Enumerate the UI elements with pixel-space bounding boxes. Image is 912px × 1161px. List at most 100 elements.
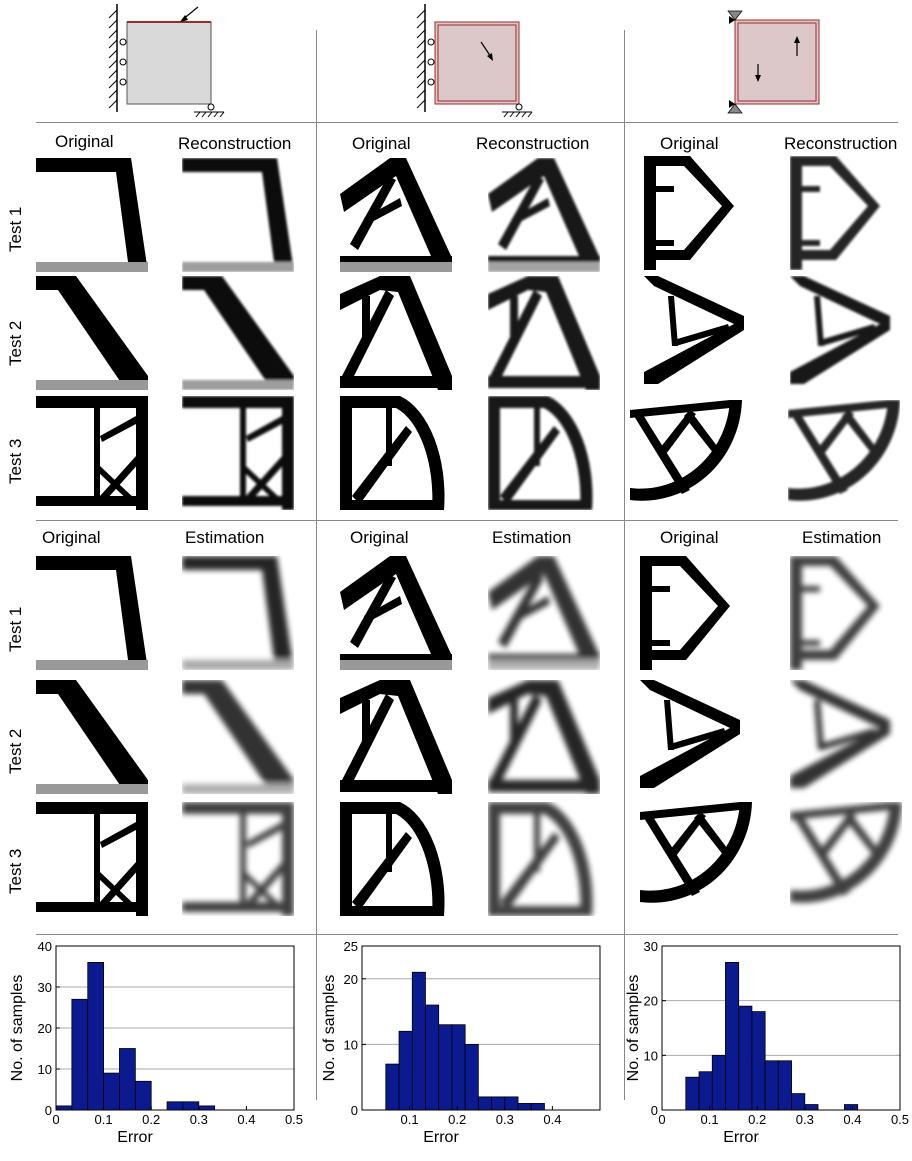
recon-original-col2-test1 — [340, 158, 452, 272]
recon-original-col3-test2 — [644, 276, 756, 390]
x-axis-label: Error — [117, 1129, 153, 1146]
recon-reconstruction-col1-test1 — [182, 158, 294, 272]
histogram-bar — [517, 1103, 532, 1111]
histogram-bar — [698, 1071, 713, 1111]
histogram-bar — [119, 1048, 136, 1111]
y-tick-label: 20 — [38, 1021, 52, 1036]
header-original-est-col1: Original — [42, 528, 101, 547]
histogram-bar — [385, 1063, 400, 1111]
load-case-3-diagram — [727, 10, 820, 114]
header-reconstruction-col2: Reconstruction — [476, 134, 590, 153]
recon-reconstruction-col3-test2 — [790, 276, 902, 390]
est-original-col3-test3 — [640, 802, 752, 916]
header-estimation-col1: Estimation — [185, 528, 265, 547]
axes-frame — [661, 945, 901, 1111]
x-tick-label: 0.4 — [843, 1112, 861, 1127]
x-tick-label: 0.3 — [796, 1112, 814, 1127]
est-original-col1-test3 — [36, 802, 148, 916]
y-tick-label: 25 — [344, 939, 358, 954]
x-axis-label: Error — [423, 1129, 459, 1146]
histogram-1-svg: 0 0.1 0.2 0.3 0.4 0.5 0 10 20 30 40 Error No. of sam… — [9, 939, 303, 1146]
header-original-recon-col1: Original — [55, 132, 114, 151]
y-tick-label: 0 — [351, 1103, 358, 1118]
histogram-bar — [87, 961, 104, 1111]
histogram-2-svg: 0.1 0.2 0.3 0.4 0 10 20 25 Error No. of samples — [321, 939, 601, 1146]
x-tick-label: 0.1 — [701, 1112, 719, 1127]
row-divider-bottom — [36, 934, 898, 935]
y-tick-label: 0 — [45, 1103, 52, 1118]
load-case-2-diagram — [416, 4, 533, 118]
recon-reconstruction-col1-test2 — [182, 276, 294, 390]
histogram-bar — [844, 1104, 859, 1111]
est-original-col3-test2 — [640, 680, 752, 794]
histogram-bar — [738, 1005, 753, 1111]
est-estimation-col3-test2 — [790, 680, 902, 794]
recon-reconstruction-col1-test3 — [182, 396, 294, 510]
recon-reconstruction-col2-test1 — [488, 158, 600, 272]
row-divider-top — [36, 122, 898, 123]
x-tick-label: 0.1 — [401, 1112, 419, 1127]
recon-reconstruction-col2-test2 — [488, 276, 600, 390]
est-estimation-col3-test1 — [790, 556, 902, 670]
y-tick-label: 20 — [644, 994, 658, 1009]
histogram-bar — [182, 1101, 200, 1111]
recon-original-col3-test1 — [644, 156, 756, 270]
recon-original-col1-test2 — [36, 276, 148, 390]
column-divider-1 — [316, 30, 317, 1100]
histogram-bar — [804, 1104, 819, 1111]
load-case-1-diagram — [108, 4, 225, 118]
histogram-2: 0.1 0.2 0.3 0.4 0 10 20 25 Error No. of samples — [312, 938, 612, 1161]
y-axis-label: No. of samples — [321, 975, 338, 1082]
est-original-col1-test2 — [36, 680, 148, 794]
y-tick-label: 30 — [38, 980, 52, 995]
header-original-est-col2: Original — [350, 528, 409, 547]
histogram-bar — [725, 961, 740, 1111]
est-estimation-col2-test3 — [488, 802, 600, 916]
histogram-3: 0 0.1 0.2 0.3 0.4 0.5 0 10 20 30 Error No. of sampl… — [616, 938, 912, 1161]
row-label-recon-test3: Test 3 — [6, 438, 25, 484]
histogram-bar — [685, 1076, 700, 1111]
x-tick-label: 0.3 — [190, 1112, 208, 1127]
est-original-col3-test1 — [640, 556, 752, 670]
histogram-bar — [764, 1060, 779, 1111]
row-label-est-test3: Test 3 — [6, 848, 25, 894]
y-tick-label: 10 — [38, 1062, 52, 1077]
recon-original-col3-test3 — [630, 400, 742, 514]
recon-reconstruction-col3-test3 — [788, 400, 900, 514]
histogram-bar — [398, 1030, 413, 1111]
histogram-bar — [198, 1105, 216, 1111]
recon-original-col2-test3 — [340, 396, 452, 510]
recon-original-col1-test3 — [36, 396, 148, 510]
x-tick-label: 0.1 — [95, 1112, 113, 1127]
row-divider-middle — [36, 520, 898, 521]
y-axis-label: No. of samples — [625, 975, 642, 1082]
x-tick-label: 0.2 — [748, 1112, 766, 1127]
row-label-est-test2: Test 2 — [6, 728, 25, 774]
y-tick-label: 10 — [644, 1048, 658, 1063]
histogram-bar — [711, 1054, 726, 1111]
histogram-bar — [134, 1080, 152, 1111]
y-tick-label: 40 — [38, 939, 52, 954]
est-estimation-col2-test1 — [488, 556, 600, 670]
recon-reconstruction-col3-test1 — [790, 156, 902, 270]
column-divider-2 — [624, 30, 625, 1100]
est-estimation-col2-test2 — [488, 680, 600, 794]
recon-original-col1-test1 — [36, 158, 148, 272]
y-tick-label: 0 — [651, 1103, 658, 1118]
row-label-recon-test2: Test 2 — [6, 320, 25, 366]
x-tick-label: 0 — [52, 1112, 59, 1127]
x-axis-label: Error — [723, 1129, 759, 1146]
histogram-1: 0 0.1 0.2 0.3 0.4 0.5 0 10 20 30 40 Error No. of sam… — [0, 938, 306, 1161]
header-estimation-col3: Estimation — [802, 528, 882, 547]
header-reconstruction-col1: Reconstruction — [178, 134, 292, 153]
header-original-recon-col3: Original — [660, 134, 719, 153]
est-estimation-col1-test2 — [182, 680, 294, 794]
est-original-col1-test1 — [36, 556, 148, 670]
histogram-bar — [438, 1024, 453, 1111]
y-tick-label: 20 — [344, 972, 358, 987]
est-original-col2-test2 — [340, 680, 452, 794]
est-estimation-col1-test3 — [182, 802, 294, 916]
recon-reconstruction-col2-test3 — [488, 396, 600, 510]
x-tick-label: 0.4 — [543, 1112, 561, 1127]
histogram-bar — [71, 998, 89, 1111]
